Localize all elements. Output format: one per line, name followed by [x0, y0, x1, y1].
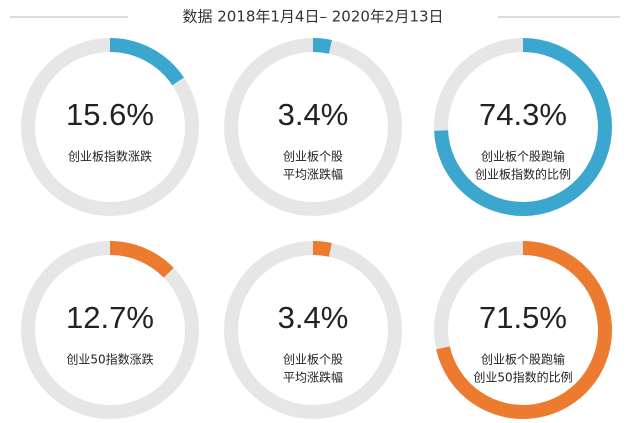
ring-label: 创业板指数的比例	[475, 167, 571, 182]
value-label: 12.7%	[66, 300, 154, 335]
ring-label: 创业板指数涨跌	[68, 149, 152, 164]
ring-label: 创业50指数涨跌	[66, 352, 153, 367]
ring-label: 创业板个股跑输	[481, 352, 565, 367]
ring-label: 创业板个股	[283, 353, 343, 367]
value-label: 74.3%	[479, 97, 567, 132]
ring-label: 平均涨跌幅	[283, 167, 343, 182]
ring-label: 创业板个股跑输	[481, 149, 565, 164]
ring-label: 创业50指数的比例	[473, 370, 572, 385]
value-label: 3.4%	[278, 97, 349, 132]
ring-arc	[312, 38, 332, 54]
ring-arc	[109, 241, 174, 278]
ring-arc	[109, 38, 184, 86]
title: 数据 2018年1月4日– 2020年2月13日	[182, 8, 443, 26]
ring-arc	[436, 241, 612, 419]
value-label: 71.5%	[479, 300, 567, 335]
ring-label: 平均涨跌幅	[283, 370, 343, 385]
ring-arc	[434, 38, 612, 216]
ring-label: 创业板个股	[283, 150, 343, 164]
value-label: 3.4%	[278, 300, 349, 335]
ring-arc	[312, 241, 332, 257]
value-label: 15.6%	[66, 97, 154, 132]
